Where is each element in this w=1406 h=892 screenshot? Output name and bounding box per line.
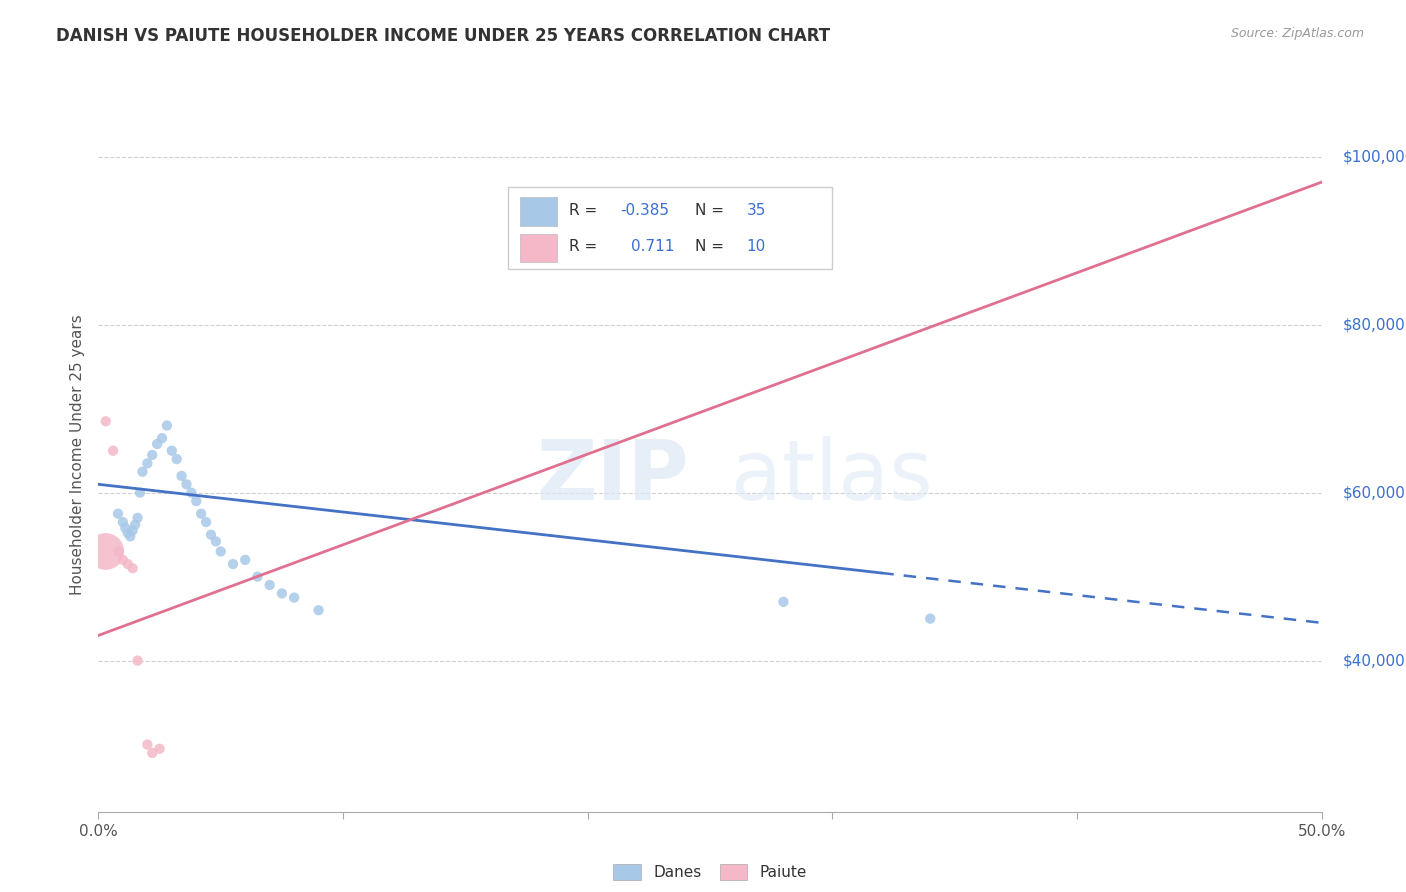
Point	[107, 544, 129, 558]
Point	[150, 431, 173, 445]
Point	[131, 465, 153, 479]
Text: 35: 35	[747, 202, 766, 218]
Text: N =: N =	[696, 239, 730, 254]
Point	[170, 469, 193, 483]
Legend: Danes, Paiute: Danes, Paiute	[607, 858, 813, 886]
Point	[141, 746, 163, 760]
Point	[166, 452, 188, 467]
Text: $80,000: $80,000	[1343, 318, 1406, 333]
Point	[141, 448, 163, 462]
Point	[136, 456, 159, 470]
Point	[114, 521, 136, 535]
Point	[117, 526, 139, 541]
Point	[101, 443, 124, 458]
Text: ZIP: ZIP	[536, 436, 689, 516]
FancyBboxPatch shape	[520, 234, 557, 262]
Text: R =: R =	[569, 239, 603, 254]
Point	[107, 507, 129, 521]
Point	[259, 578, 281, 592]
Text: Source: ZipAtlas.com: Source: ZipAtlas.com	[1230, 27, 1364, 40]
Text: $60,000: $60,000	[1343, 485, 1406, 500]
Point	[200, 527, 222, 541]
Text: 0.711: 0.711	[630, 239, 673, 254]
Point	[136, 738, 159, 752]
Text: $40,000: $40,000	[1343, 653, 1406, 668]
Text: N =: N =	[696, 202, 730, 218]
Point	[190, 507, 212, 521]
Text: R =: R =	[569, 202, 603, 218]
Point	[283, 591, 305, 605]
Point	[120, 529, 142, 543]
Point	[94, 544, 117, 558]
FancyBboxPatch shape	[508, 187, 832, 269]
Point	[127, 654, 149, 668]
Point	[186, 494, 208, 508]
Point	[121, 524, 143, 538]
Point	[772, 595, 794, 609]
Point	[94, 414, 117, 428]
Point	[308, 603, 330, 617]
FancyBboxPatch shape	[520, 197, 557, 226]
Point	[149, 741, 172, 756]
Point	[233, 553, 256, 567]
Point	[246, 569, 269, 583]
Point	[160, 443, 183, 458]
Point	[209, 544, 232, 558]
Point	[111, 515, 134, 529]
Text: DANISH VS PAIUTE HOUSEHOLDER INCOME UNDER 25 YEARS CORRELATION CHART: DANISH VS PAIUTE HOUSEHOLDER INCOME UNDE…	[56, 27, 831, 45]
Point	[176, 477, 198, 491]
Point	[111, 553, 134, 567]
Text: -0.385: -0.385	[620, 202, 669, 218]
Point	[127, 511, 149, 525]
Point	[146, 437, 169, 451]
Point	[920, 612, 942, 626]
Text: atlas: atlas	[731, 436, 934, 516]
Point	[156, 418, 179, 433]
Point	[195, 515, 218, 529]
Point	[129, 485, 152, 500]
Point	[117, 557, 139, 571]
Y-axis label: Householder Income Under 25 years: Householder Income Under 25 years	[69, 315, 84, 595]
Text: 10: 10	[747, 239, 766, 254]
Point	[205, 534, 228, 549]
Point	[124, 517, 146, 532]
Point	[222, 557, 245, 571]
Point	[180, 485, 202, 500]
Point	[121, 561, 143, 575]
Text: $100,000: $100,000	[1343, 149, 1406, 164]
Point	[270, 586, 294, 600]
